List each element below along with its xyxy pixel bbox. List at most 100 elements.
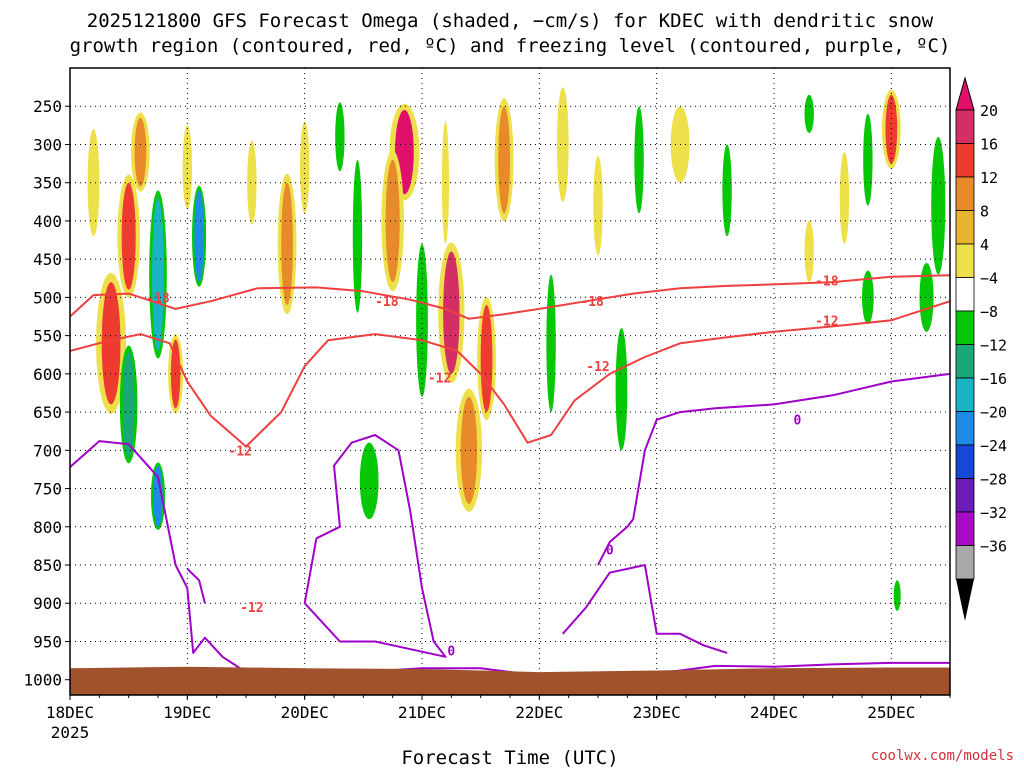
y-tick-label: 250 xyxy=(33,97,62,116)
colorbar-top-arrow xyxy=(955,76,975,111)
colorbar-label: −24 xyxy=(980,437,1007,455)
x-tick-label: 22DEC xyxy=(515,703,563,722)
colorbar-swatch xyxy=(955,310,975,345)
x-axis: 18DEC 19DEC 20DEC 21DEC 22DEC 23DEC 24DEC 25DEC xyxy=(46,695,951,722)
x-tick-label: 25DEC xyxy=(867,703,915,722)
freezing-level-contour-part xyxy=(303,434,447,658)
omega-cell xyxy=(194,190,204,283)
contour-label: 0 xyxy=(606,544,614,559)
omega-cell xyxy=(153,465,163,527)
freezing-level-contour-part xyxy=(562,564,728,654)
colorbar-label: −8 xyxy=(980,303,998,321)
omega-cell xyxy=(247,140,257,225)
omega-cell xyxy=(335,102,345,172)
chart-title-line2: growth region (contoured, red, ºC) and f… xyxy=(70,35,951,57)
colorbar-swatch xyxy=(955,176,975,211)
colorbar-swatch xyxy=(955,377,975,412)
contour-label: -18 xyxy=(146,291,170,306)
chart-title-line1: 2025121800 GFS Forecast Omega (shaded, −… xyxy=(87,10,934,32)
x-year-label: 2025 xyxy=(51,723,90,742)
freezing-level-contour-part xyxy=(597,372,950,566)
omega-cell xyxy=(182,125,193,210)
colorbar-label: 8 xyxy=(980,203,989,221)
contour-label: -18 xyxy=(815,275,839,290)
colorbar-swatch xyxy=(955,478,975,513)
omega-cell xyxy=(359,442,379,520)
freezing-level-contour-part xyxy=(186,568,206,604)
contour-label: -12 xyxy=(228,444,251,459)
contour-label: 0 xyxy=(447,645,455,660)
colorbar-swatch xyxy=(955,411,975,446)
y-tick-label: 300 xyxy=(33,135,62,154)
omega-cell xyxy=(498,106,510,214)
colorbar-swatch xyxy=(955,109,975,144)
credit-text: coolwx.com/models xyxy=(871,748,1014,764)
omega-cell xyxy=(804,94,814,133)
y-tick-label: 350 xyxy=(33,174,62,193)
omega-cell xyxy=(893,580,901,611)
omega-cell xyxy=(931,136,946,275)
colorbar-label: −12 xyxy=(980,337,1007,355)
omega-cell xyxy=(134,117,147,187)
omega-cell xyxy=(352,159,363,313)
omega-cell xyxy=(634,106,644,214)
omega-cell xyxy=(385,159,400,283)
contour-label: -12 xyxy=(815,314,838,329)
y-tick-label: 850 xyxy=(33,556,62,575)
omega-cell xyxy=(443,251,460,374)
y-tick-label: 900 xyxy=(33,594,62,613)
contour-label: -18 xyxy=(580,295,604,310)
colorbar-swatch xyxy=(955,143,975,178)
omega-cell xyxy=(480,305,493,413)
omega-cell xyxy=(885,94,898,164)
omega-cell xyxy=(460,396,478,504)
terrain-ground xyxy=(70,666,950,695)
colorbar-swatch xyxy=(955,511,975,546)
x-tick-label: 18DEC xyxy=(46,703,94,722)
colorbar: 20 16 12 8 4 −4 −8 −12 −16 −20 −24 −28 −32 −36 xyxy=(955,76,1007,621)
omega-cell xyxy=(101,282,121,405)
colorbar-label: −32 xyxy=(980,504,1007,522)
colorbar-swatch xyxy=(955,210,975,245)
colorbar-label: 20 xyxy=(980,102,998,120)
y-tick-label: 950 xyxy=(33,632,62,651)
contour-label: -18 xyxy=(375,295,399,310)
omega-cell xyxy=(121,182,136,290)
y-tick-label: 500 xyxy=(33,288,62,307)
colorbar-label: −20 xyxy=(980,404,1007,422)
y-tick-label: 600 xyxy=(33,365,62,384)
omega-cell xyxy=(839,152,850,244)
colorbar-label: 12 xyxy=(980,169,998,187)
colorbar-label: −28 xyxy=(980,471,1007,489)
omega-cell xyxy=(615,327,628,451)
omega-cell xyxy=(546,274,556,413)
x-tick-label: 21DEC xyxy=(398,703,446,722)
y-tick-label: 450 xyxy=(33,250,62,269)
x-tick-label: 19DEC xyxy=(163,703,211,722)
omega-cell xyxy=(593,155,603,256)
omega-cell xyxy=(281,182,293,306)
colorbar-label: −4 xyxy=(980,270,998,288)
colorbar-swatch xyxy=(955,545,975,580)
colorbar-label: −16 xyxy=(980,370,1007,388)
omega-cell xyxy=(863,113,873,206)
omega-cell xyxy=(556,87,569,202)
colorbar-swatch xyxy=(955,243,975,278)
x-tick-label: 23DEC xyxy=(633,703,681,722)
terrain-fill xyxy=(70,666,950,695)
omega-cell xyxy=(299,121,310,214)
omega-cell xyxy=(804,220,814,283)
y-tick-label: 800 xyxy=(33,518,62,537)
omega-cell xyxy=(87,129,100,237)
contour-label: -12 xyxy=(586,360,609,375)
dgz-minus18-contour xyxy=(70,274,950,320)
omega-cell xyxy=(722,144,732,237)
y-tick-label: 650 xyxy=(33,403,62,422)
contour-label: -12 xyxy=(428,372,451,387)
colorbar-label: 4 xyxy=(980,236,989,254)
y-tick-label: 400 xyxy=(33,212,62,231)
y-tick-label: 550 xyxy=(33,327,62,346)
colorbar-swatch xyxy=(955,344,975,379)
y-axis: 250 300 350 400 450 500 550 600 650 700 750 800 850 9… xyxy=(23,97,70,690)
